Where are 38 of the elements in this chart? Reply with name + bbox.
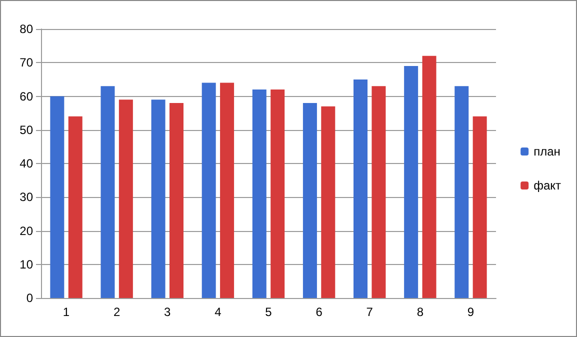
bar	[404, 66, 418, 298]
legend-label: план	[534, 144, 560, 158]
y-tick-label: 10	[20, 257, 34, 272]
bar	[472, 116, 487, 298]
x-tick-label: 7	[366, 305, 374, 319]
x-tick-label: 3	[164, 305, 172, 319]
bar	[220, 82, 234, 298]
y-tick-label: 50	[20, 122, 34, 137]
bar	[50, 96, 64, 298]
y-tick-label: 80	[20, 22, 34, 36]
bar	[169, 102, 184, 298]
y-tick-label: 20	[20, 224, 34, 238]
x-tick-label: 1	[62, 305, 70, 319]
legend-label: факт	[534, 178, 562, 192]
x-tick-label: 2	[113, 305, 120, 319]
bar	[118, 100, 133, 298]
bar	[100, 86, 115, 298]
x-tick-label: 9	[467, 305, 474, 319]
bar	[354, 79, 368, 298]
bar	[270, 90, 285, 298]
y-tick-label: 70	[20, 56, 34, 70]
y-tick-label: 60	[20, 89, 34, 104]
bar	[68, 116, 82, 298]
bar	[252, 90, 266, 298]
bar	[202, 82, 216, 298]
y-tick-label: 40	[20, 156, 34, 170]
bar	[454, 86, 469, 298]
x-tick-label: 8	[416, 305, 424, 319]
x-tick-label: 5	[265, 305, 272, 319]
bar	[422, 56, 436, 298]
x-tick-label: 6	[316, 305, 323, 319]
y-tick-label: 0	[26, 291, 34, 305]
bar	[321, 106, 336, 298]
y-tick-label: 30	[20, 190, 34, 204]
bar	[151, 100, 166, 298]
x-tick-label: 4	[214, 305, 222, 319]
bar	[372, 86, 386, 298]
bar	[302, 102, 317, 298]
